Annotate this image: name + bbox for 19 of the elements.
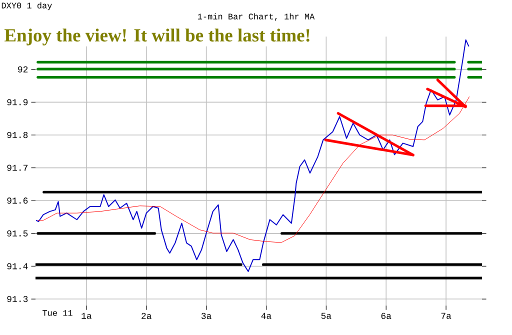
x-tick-label: 4a — [261, 312, 272, 319]
y-tick-label: 91.5 — [7, 230, 28, 236]
y-tick-label: 91.7 — [7, 164, 28, 171]
x-tick-label: 1a — [82, 312, 92, 319]
y-tick-label: 91.9 — [7, 99, 28, 106]
x-tick-label: 3a — [201, 312, 212, 319]
text: DXY0 1 day — [2, 2, 52, 10]
x-tick-label: 7a — [441, 312, 452, 319]
text: Tue 11 — [42, 310, 72, 316]
y-tick-label: 91.8 — [7, 132, 28, 138]
x-tick-label: 2a — [142, 312, 152, 319]
y-tick-label: 91.6 — [7, 198, 28, 204]
y-tick-label: 91.3 — [7, 296, 28, 302]
x-tick-label: 6a — [381, 312, 392, 319]
chart-title: 1-min Bar Chart, 1hr MA — [198, 13, 315, 21]
chart-subtitle: Enjoy the view! It will be the last time! — [4, 28, 310, 46]
x-tick-label: 5a — [321, 312, 332, 319]
y-tick-label: 91.4 — [7, 263, 28, 270]
y-tick-label: 92 — [18, 66, 28, 72]
